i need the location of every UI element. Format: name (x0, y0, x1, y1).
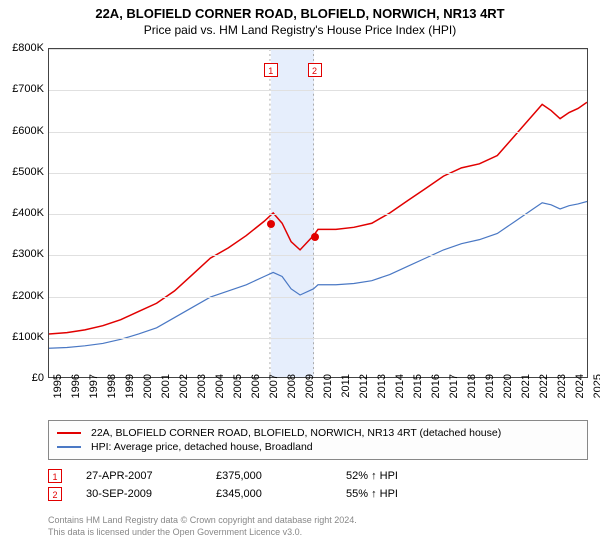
x-axis-label: 2017 (448, 374, 460, 414)
x-axis-label: 2025 (592, 374, 600, 414)
y-axis-label: £200K (0, 290, 44, 302)
x-axis-label: 2013 (376, 374, 388, 414)
sale-hpi: 52% ↑ HPI (346, 470, 466, 482)
y-axis-label: £0 (0, 372, 44, 384)
y-axis-label: £800K (0, 42, 44, 54)
gridline (49, 173, 587, 174)
plot-svg (49, 49, 587, 377)
y-axis-label: £300K (0, 248, 44, 260)
gridline (49, 90, 587, 91)
legend-item: 22A, BLOFIELD CORNER ROAD, BLOFIELD, NOR… (57, 427, 579, 439)
sale-marker-icon: 2 (48, 487, 62, 501)
x-axis-label: 2018 (466, 374, 478, 414)
x-axis-label: 2007 (268, 374, 280, 414)
x-axis-label: 2019 (484, 374, 496, 414)
sale-price: £345,000 (216, 488, 346, 500)
x-axis-label: 2005 (232, 374, 244, 414)
x-axis-label: 1997 (88, 374, 100, 414)
sale-marker-dot (311, 233, 319, 241)
series-line-subject (49, 102, 587, 334)
x-axis-label: 1999 (124, 374, 136, 414)
x-axis-label: 2009 (304, 374, 316, 414)
gridline (49, 214, 587, 215)
y-axis-label: £100K (0, 331, 44, 343)
x-axis-label: 2024 (574, 374, 586, 414)
x-axis-label: 2004 (214, 374, 226, 414)
y-axis-label: £600K (0, 125, 44, 137)
footer-attribution: Contains HM Land Registry data © Crown c… (48, 515, 588, 538)
gridline (49, 49, 587, 50)
sale-marker-label: 2 (308, 63, 322, 77)
x-axis-label: 2012 (358, 374, 370, 414)
plot-area: 12 (48, 48, 588, 378)
x-axis-label: 2015 (412, 374, 424, 414)
chart-subtitle: Price paid vs. HM Land Registry's House … (0, 21, 600, 37)
table-row: 1 27-APR-2007 £375,000 52% ↑ HPI (48, 469, 588, 483)
y-axis-label: £400K (0, 207, 44, 219)
x-axis-label: 1998 (106, 374, 118, 414)
x-axis-label: 2016 (430, 374, 442, 414)
gridline (49, 255, 587, 256)
x-axis-label: 2008 (286, 374, 298, 414)
sale-marker-dot (267, 220, 275, 228)
x-axis-label: 2000 (142, 374, 154, 414)
x-axis-label: 1996 (70, 374, 82, 414)
x-axis-label: 2003 (196, 374, 208, 414)
sale-date: 30-SEP-2009 (86, 488, 216, 500)
x-axis-label: 2021 (520, 374, 532, 414)
table-row: 2 30-SEP-2009 £345,000 55% ↑ HPI (48, 487, 588, 501)
gridline (49, 132, 587, 133)
gridline (49, 338, 587, 339)
y-axis-label: £700K (0, 83, 44, 95)
x-axis-label: 2022 (538, 374, 550, 414)
sale-hpi: 55% ↑ HPI (346, 488, 466, 500)
chart-title: 22A, BLOFIELD CORNER ROAD, BLOFIELD, NOR… (0, 0, 600, 21)
legend-label: HPI: Average price, detached house, Broa… (91, 441, 313, 453)
legend-item: HPI: Average price, detached house, Broa… (57, 441, 579, 453)
x-axis-label: 2010 (322, 374, 334, 414)
legend: 22A, BLOFIELD CORNER ROAD, BLOFIELD, NOR… (48, 420, 588, 460)
x-axis-label: 2001 (160, 374, 172, 414)
sale-price: £375,000 (216, 470, 346, 482)
sale-marker-icon: 1 (48, 469, 62, 483)
x-axis-label: 2014 (394, 374, 406, 414)
x-axis-label: 2011 (340, 374, 352, 414)
y-axis-label: £500K (0, 166, 44, 178)
x-axis-label: 2023 (556, 374, 568, 414)
footer-line: Contains HM Land Registry data © Crown c… (48, 515, 588, 527)
x-axis-label: 2020 (502, 374, 514, 414)
sales-table: 1 27-APR-2007 £375,000 52% ↑ HPI 2 30-SE… (48, 465, 588, 505)
sale-date: 27-APR-2007 (86, 470, 216, 482)
footer-line: This data is licensed under the Open Gov… (48, 527, 588, 539)
legend-label: 22A, BLOFIELD CORNER ROAD, BLOFIELD, NOR… (91, 427, 501, 439)
x-axis-label: 1995 (52, 374, 64, 414)
gridline (49, 297, 587, 298)
x-axis-label: 2002 (178, 374, 190, 414)
legend-swatch (57, 432, 81, 434)
legend-swatch (57, 446, 81, 448)
series-line-hpi (49, 201, 587, 348)
x-axis-label: 2006 (250, 374, 262, 414)
chart-container: 22A, BLOFIELD CORNER ROAD, BLOFIELD, NOR… (0, 0, 600, 560)
sale-marker-label: 1 (264, 63, 278, 77)
